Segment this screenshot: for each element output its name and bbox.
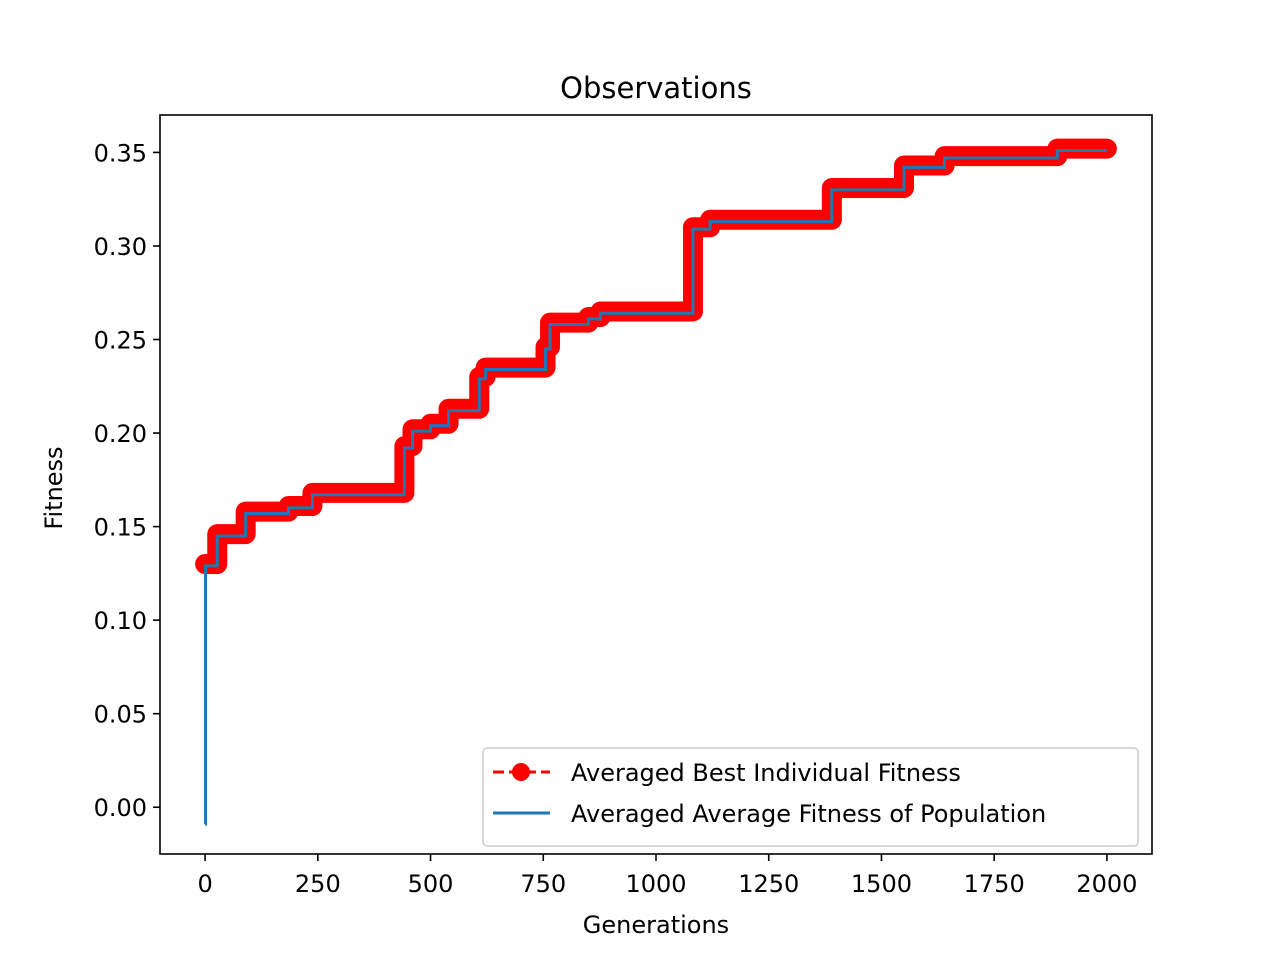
y-axis: 0.00 0.05 0.10 0.15 0.20 0.25 0.30 0.35 [94, 139, 160, 822]
y-tick-label: 0.30 [94, 233, 147, 261]
y-tick-label: 0.00 [94, 794, 147, 822]
y-tick-label: 0.20 [94, 420, 147, 448]
y-tick-label: 0.05 [94, 701, 147, 729]
y-tick-label: 0.25 [94, 327, 147, 355]
best-fitness-line [205, 147, 1107, 566]
legend-label-average: Averaged Average Fitness of Population [571, 800, 1046, 828]
series-best-individual-fitness [195, 138, 1117, 575]
y-tick-label: 0.10 [94, 607, 147, 635]
x-tick-label: 250 [295, 870, 341, 898]
y-tick-label: 0.35 [94, 139, 147, 167]
legend-marker-best [512, 763, 530, 781]
legend: Averaged Best Individual Fitness Average… [482, 747, 1139, 847]
x-tick-label: 2000 [1076, 870, 1137, 898]
x-tick-label: 1000 [625, 870, 686, 898]
x-tick-label: 500 [408, 870, 454, 898]
legend-box [482, 747, 1139, 847]
x-tick-label: 1750 [964, 870, 1025, 898]
x-tick-label: 0 [197, 870, 212, 898]
x-tick-label: 1500 [851, 870, 912, 898]
legend-label-best: Averaged Best Individual Fitness [571, 759, 961, 787]
chart-title: Observations [560, 71, 752, 105]
x-axis-label: Generations [583, 911, 729, 939]
x-tick-label: 750 [520, 870, 566, 898]
x-tick-label: 1250 [738, 870, 799, 898]
y-axis-label: Fitness [40, 446, 68, 529]
y-tick-label: 0.15 [94, 514, 147, 542]
x-axis: 0 250 500 750 1000 1250 1500 1750 2000 [197, 854, 1137, 898]
average-fitness-line [204, 149, 1107, 826]
